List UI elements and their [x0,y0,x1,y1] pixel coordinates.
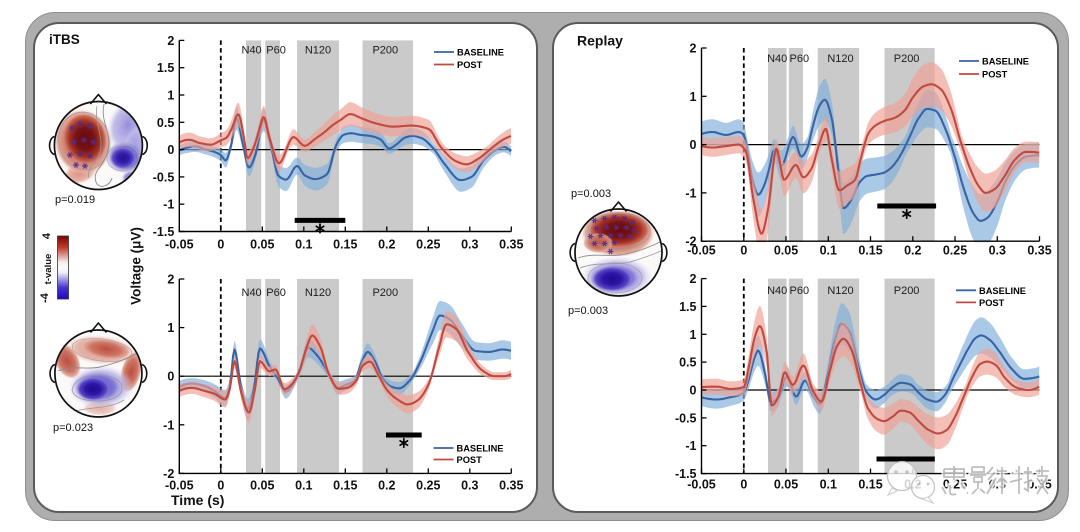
svg-text:0.05: 0.05 [250,479,274,493]
svg-text:-1: -1 [685,439,696,453]
svg-text:p=0.023: p=0.023 [53,422,93,434]
svg-text:0.2: 0.2 [378,479,395,493]
svg-text:N40: N40 [242,287,262,299]
svg-text:-0.05: -0.05 [165,237,194,251]
svg-text:0.1: 0.1 [820,478,837,492]
svg-text:N120: N120 [827,285,853,297]
svg-text:0.1: 0.1 [295,237,312,251]
svg-text:P60: P60 [266,45,286,57]
svg-text:POST: POST [457,60,483,70]
svg-text:iTBS: iTBS [49,32,80,47]
svg-text:0: 0 [167,370,174,384]
svg-text:-0.5: -0.5 [153,170,175,184]
svg-text:0.15: 0.15 [333,237,357,251]
svg-text:N40: N40 [767,53,787,65]
svg-text:P60: P60 [790,53,810,65]
svg-text:-0.05: -0.05 [687,244,716,258]
svg-text:4: 4 [41,232,53,239]
svg-text:2: 2 [690,272,697,286]
svg-text:0: 0 [217,479,224,493]
svg-text:-1: -1 [163,198,174,212]
svg-text:1: 1 [690,90,697,104]
svg-text:0.35: 0.35 [499,479,523,493]
svg-text:0.15: 0.15 [858,244,882,258]
svg-text:p=0.019: p=0.019 [55,194,95,206]
svg-text:Time (s): Time (s) [171,492,224,508]
svg-text:BASELINE: BASELINE [457,444,504,454]
svg-text:0: 0 [167,143,174,157]
svg-text:POST: POST [982,70,1008,80]
svg-text:Replay: Replay [577,33,623,49]
svg-text:0.25: 0.25 [943,244,967,258]
svg-text:0.5: 0.5 [157,116,174,130]
svg-text:2: 2 [167,34,174,48]
svg-text:0.05: 0.05 [774,244,798,258]
svg-text:-1: -1 [685,186,696,200]
svg-text:BASELINE: BASELINE [457,48,504,58]
svg-text:1: 1 [167,321,174,335]
svg-text:N120: N120 [305,287,331,299]
svg-text:P60: P60 [266,287,286,299]
svg-text:0.5: 0.5 [679,356,696,370]
svg-text:-0.05: -0.05 [165,479,194,493]
svg-text:P200: P200 [372,287,398,299]
svg-text:t-value: t-value [43,254,54,285]
svg-text:BASELINE: BASELINE [982,57,1029,67]
svg-text:N40: N40 [242,45,262,57]
svg-text:POST: POST [457,455,483,465]
svg-text:p=0.003: p=0.003 [571,188,611,200]
svg-text:-1.5: -1.5 [675,467,697,481]
svg-text:BASELINE: BASELINE [979,286,1026,296]
svg-text:-2: -2 [163,467,174,481]
svg-text:0.1: 0.1 [820,244,837,258]
svg-text:0.35: 0.35 [1027,244,1051,258]
svg-text:1: 1 [690,328,697,342]
svg-text:1: 1 [167,89,174,103]
svg-text:0.05: 0.05 [250,237,274,251]
svg-text:N120: N120 [827,53,853,65]
svg-text:0.25: 0.25 [416,479,440,493]
svg-text:0.3: 0.3 [461,479,478,493]
svg-text:0: 0 [690,138,697,152]
svg-text:0.25: 0.25 [416,237,440,251]
svg-text:P200: P200 [894,285,920,297]
svg-text:0.05: 0.05 [774,478,798,492]
svg-text:2: 2 [690,42,697,56]
svg-text:0.35: 0.35 [499,237,523,251]
svg-text:1.5: 1.5 [679,300,696,314]
svg-text:Voltage (μV): Voltage (μV) [129,227,144,305]
svg-text:N120: N120 [305,45,331,57]
svg-text:0.3: 0.3 [989,244,1006,258]
svg-text:0.15: 0.15 [858,478,882,492]
svg-text:-1.5: -1.5 [153,225,175,239]
svg-text:0.2: 0.2 [904,244,921,258]
svg-text:POST: POST [979,298,1005,308]
svg-text:N40: N40 [767,285,787,297]
svg-text:0.15: 0.15 [333,479,357,493]
svg-text:2: 2 [167,273,174,287]
svg-text:0: 0 [690,384,697,398]
svg-text:1.5: 1.5 [157,61,174,75]
svg-text:0.2: 0.2 [378,237,395,251]
svg-text:P60: P60 [790,285,810,297]
svg-text:P200: P200 [372,45,398,57]
svg-text:0: 0 [740,478,747,492]
svg-text:-4: -4 [39,292,51,303]
svg-text:0.3: 0.3 [461,237,478,251]
svg-text:-0.05: -0.05 [687,478,716,492]
svg-text:-2: -2 [685,235,696,249]
svg-text:0.1: 0.1 [295,479,312,493]
svg-text:0: 0 [740,244,747,258]
svg-text:-0.5: -0.5 [675,411,697,425]
svg-text:0: 0 [217,237,224,251]
svg-text:p=0.003: p=0.003 [568,305,608,317]
svg-text:P200: P200 [894,53,920,65]
svg-text:-1: -1 [163,418,174,432]
